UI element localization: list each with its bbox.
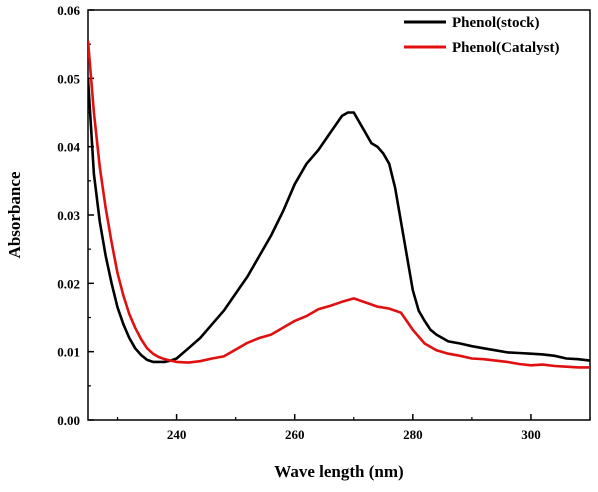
x-tick-label: 300 [521, 427, 541, 442]
y-tick-label: 0.02 [57, 276, 80, 291]
y-tick-label: 0.05 [57, 71, 80, 86]
legend-label-catalyst: Phenol(Catalyst) [452, 40, 560, 56]
y-tick-label: 0.01 [57, 345, 80, 360]
x-tick-label: 240 [167, 427, 187, 442]
y-tick-label: 0.03 [57, 208, 80, 223]
x-tick-label: 280 [403, 427, 423, 442]
legend: Phenol(stock) Phenol(Catalyst) [404, 15, 560, 56]
series-line-catalyst [88, 40, 590, 369]
series-line-stock [88, 78, 590, 364]
series-layer [88, 40, 590, 369]
x-axis-title: Wave length (nm) [274, 462, 403, 481]
y-tick-label: 0.06 [57, 3, 80, 18]
tick-layer: 240 260 280 300 0.00 0.01 0.02 0.03 0.04 0.05 0.06 [57, 3, 591, 442]
y-tick-label: 0.04 [57, 140, 80, 155]
y-axis-title: Absorbance [5, 171, 24, 258]
legend-label-stock: Phenol(stock) [452, 15, 540, 31]
x-tick-label: 260 [285, 427, 305, 442]
y-tick-label: 0.00 [57, 413, 80, 428]
